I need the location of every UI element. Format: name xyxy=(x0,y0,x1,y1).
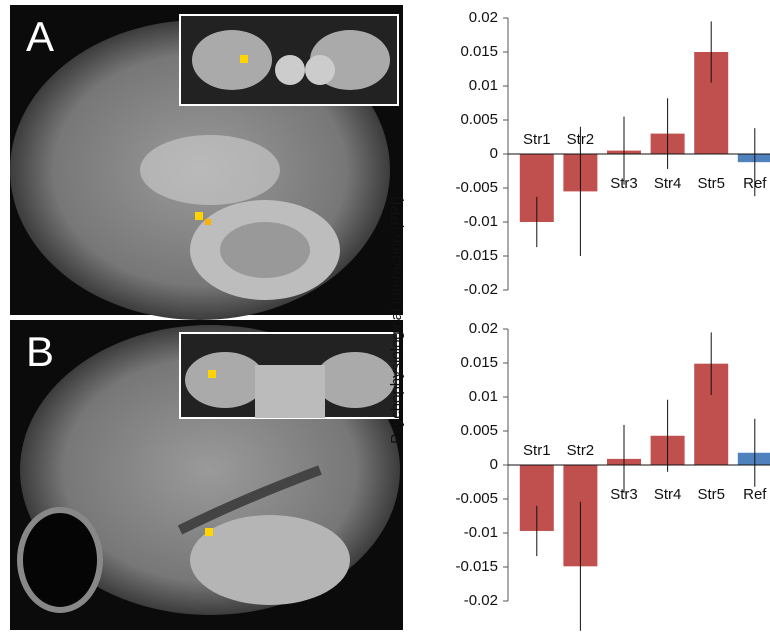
y-tick-label: 0 xyxy=(490,456,498,473)
category-label: Str1 xyxy=(523,442,551,459)
mri-panel-a xyxy=(10,5,403,320)
y-tick-label: -0.01 xyxy=(464,213,498,230)
y-tick-label: -0.015 xyxy=(455,558,498,575)
category-label: Str2 xyxy=(567,131,595,148)
bar xyxy=(738,154,770,162)
y-tick-label: 0.005 xyxy=(460,422,498,439)
y-tick-label: 0.015 xyxy=(460,43,498,60)
category-label: Str5 xyxy=(697,486,725,503)
panel-label: B xyxy=(26,328,54,375)
y-tick-label: 0.015 xyxy=(460,354,498,371)
figure: Psychophysiological Interaction (PPI) A 0… xyxy=(0,0,770,633)
y-tick-label: -0.005 xyxy=(455,490,498,507)
y-axis-label: Psychophysiological Interaction (PPI) xyxy=(388,196,405,444)
panel-label: A xyxy=(26,13,54,60)
category-label: Str5 xyxy=(697,175,725,192)
y-tick-label: -0.01 xyxy=(464,524,498,541)
category-label: Str2 xyxy=(567,442,595,459)
category-label: Str3 xyxy=(610,486,638,503)
y-tick-label: 0.02 xyxy=(469,9,498,26)
y-tick-label: -0.02 xyxy=(464,592,498,609)
category-label: Str3 xyxy=(610,175,638,192)
y-tick-label: 0.02 xyxy=(469,320,498,337)
category-label: Ref xyxy=(743,175,767,192)
y-tick-label: -0.015 xyxy=(455,247,498,264)
y-tick-label: -0.005 xyxy=(455,179,498,196)
y-tick-label: 0.01 xyxy=(469,388,498,405)
category-label: Str4 xyxy=(654,486,682,503)
category-label: Ref xyxy=(743,486,767,503)
category-label: Str1 xyxy=(523,131,551,148)
category-label: Str4 xyxy=(654,175,682,192)
y-tick-label: 0 xyxy=(490,145,498,162)
y-tick-label: 0.005 xyxy=(460,111,498,128)
y-tick-label: 0.01 xyxy=(469,77,498,94)
bar xyxy=(738,453,770,465)
mri-panel-b xyxy=(10,320,403,630)
y-tick-label: -0.02 xyxy=(464,281,498,298)
